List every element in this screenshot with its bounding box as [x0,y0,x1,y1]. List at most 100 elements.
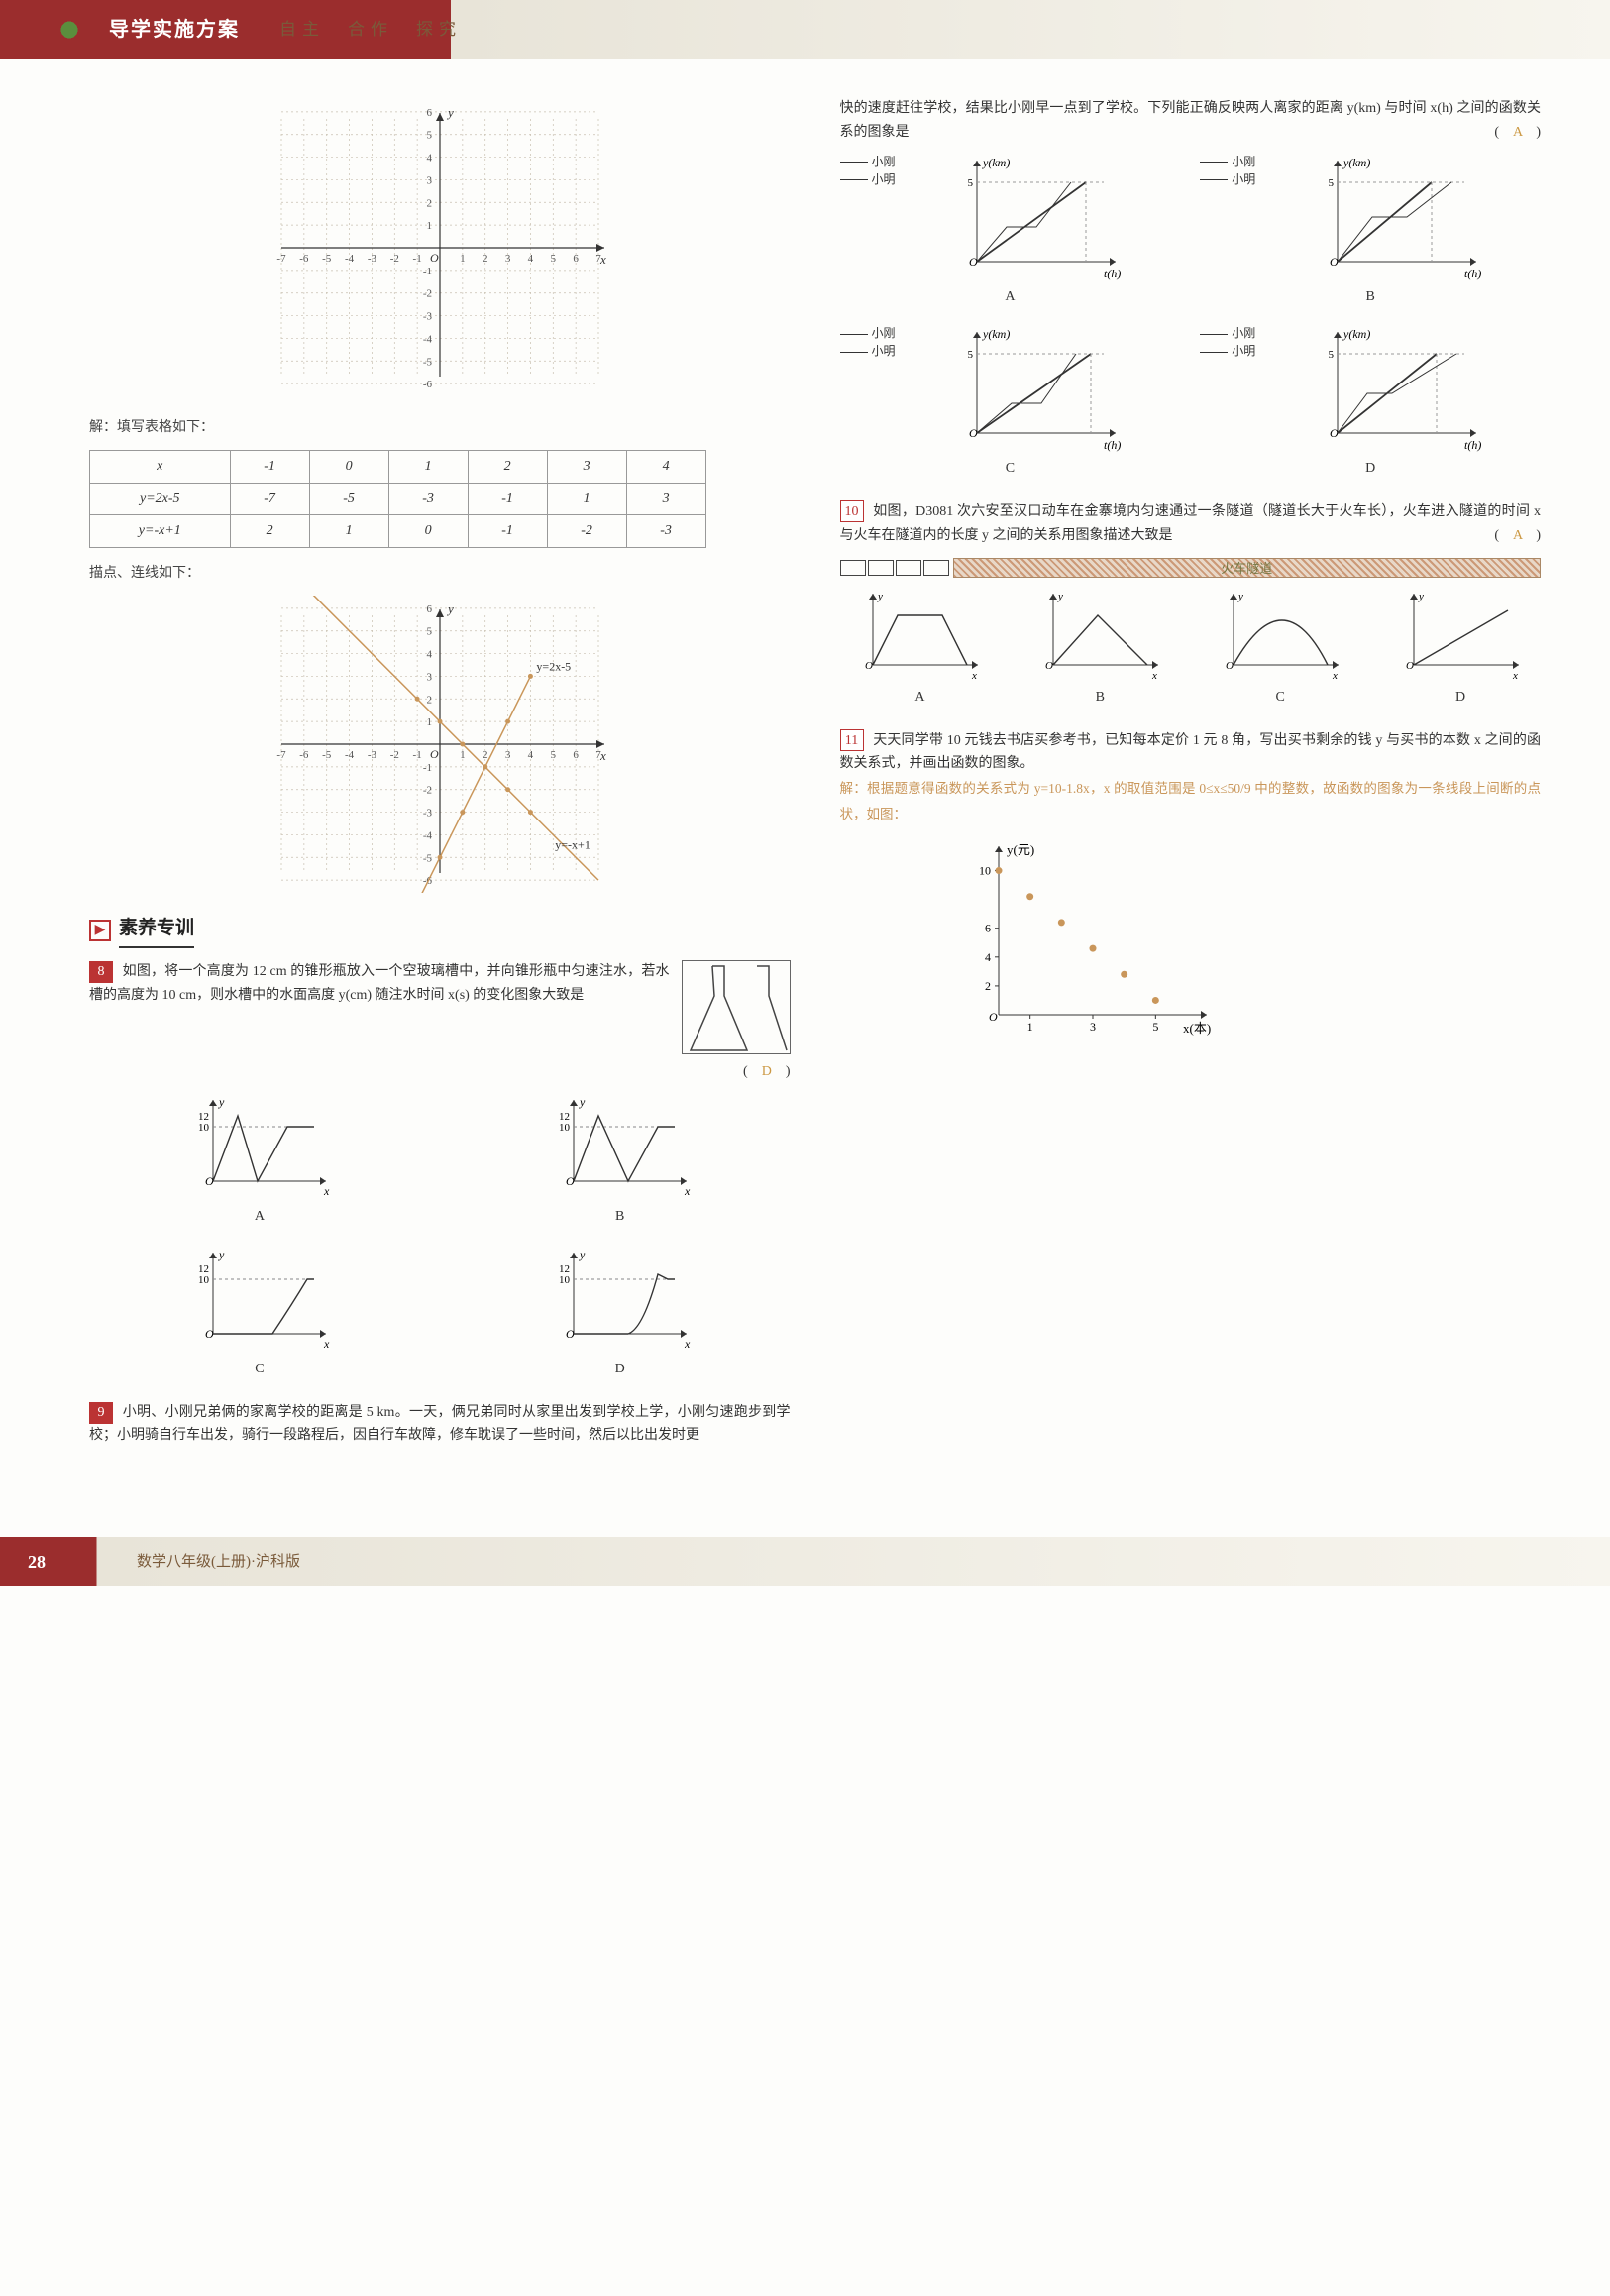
svg-text:-4: -4 [423,829,433,841]
svg-text:5: 5 [968,349,974,361]
problem-text: 11 天天同学带 10 元钱去书店买参考书，已知每本定价 1 元 8 角，写出买… [840,729,1542,777]
svg-text:x: x [684,1337,691,1351]
coordinate-grid-lines: -7-6-5-4-3-2-11234567-7-6-5-4-3-2-112345… [262,596,618,893]
problem-number: 10 [840,500,864,522]
svg-text:O: O [1330,426,1339,440]
svg-text:O: O [969,255,978,269]
svg-text:O: O [430,747,439,761]
svg-text:O: O [969,426,978,440]
table-cell: -7 [230,483,309,515]
legend-ming: 小明 [1232,344,1255,358]
option-label: D [1200,457,1541,481]
option-D: Oxy1012 D [450,1245,791,1381]
option-label: B [1020,686,1180,710]
table-row: y=2x-5 -7 -5 -3 -1 1 3 [90,483,706,515]
problem-8: 8 如图，将一个高度为 12 cm 的锥形瓶放入一个空玻璃槽中，并向锥形瓶中匀速… [89,960,791,1380]
section-title: 素养专训 [119,913,194,948]
table-cell: y=2x-5 [90,483,231,515]
table-header-row: x -1 0 1 2 3 4 [90,450,706,483]
table-cell: 1 [547,483,626,515]
problem-body: 如图，将一个高度为 12 cm 的锥形瓶放入一个空玻璃槽中，并向锥形瓶中匀速注水… [89,964,670,1003]
q8-options-row2: Oxy1012 C Oxy1012 D [89,1245,791,1381]
svg-text:5: 5 [550,749,556,761]
option-B: Oxy B [1020,588,1180,710]
svg-text:y=2x-5: y=2x-5 [536,659,571,673]
page-header: 导学实施方案 自主 合作 探究 [0,0,1610,59]
legend: 小刚 小明 [1200,324,1255,360]
svg-text:O: O [1330,255,1339,269]
problem-body: 天天同学带 10 元钱去书店买参考书，已知每本定价 1 元 8 角，写出买书剩余… [840,733,1542,772]
svg-text:-4: -4 [345,253,355,265]
q11-scatter-chart: Ox(本)y(元)13524610 [959,836,1217,1044]
q9-options-row2: 小刚 小明 Ot(h)y(km)5 C 小刚 小明 Ot(h)y(km)5 [840,324,1542,481]
table-cell: -1 [468,515,547,548]
table-cell: -2 [547,515,626,548]
svg-text:2: 2 [483,749,488,761]
table-cell: 3 [547,450,626,483]
problem-body-partB: 快的速度赶往学校，结果比小刚早一点到了学校。下列能正确反映两人离家的距离 y(k… [840,97,1542,145]
svg-text:O: O [205,1327,214,1341]
svg-text:y: y [1057,591,1063,602]
svg-text:x(本): x(本) [1183,1021,1211,1036]
svg-text:x: x [599,252,606,267]
svg-text:O: O [865,660,873,672]
answer-letter: A [1513,125,1522,140]
svg-text:-5: -5 [322,749,332,761]
svg-text:12: 12 [559,1111,570,1123]
svg-text:x: x [599,748,606,763]
q9-options-row1: 小刚 小明 Ot(h)y(km)5 A 小刚 小明 Ot(h)y(km)5 [840,153,1542,309]
svg-text:y=-x+1: y=-x+1 [555,837,590,851]
option-label: A [840,686,1001,710]
svg-text:-5: -5 [423,356,433,368]
problem-number: 9 [89,1402,113,1424]
svg-text:4: 4 [527,749,533,761]
svg-text:t(h): t(h) [1464,267,1481,280]
tunnel-bar: 火车隧道 [953,558,1542,578]
function-table: x -1 0 1 2 3 4 y=2x-5 -7 -5 -3 -1 1 3 y=… [89,450,706,548]
svg-text:-1: -1 [412,253,421,265]
header-title: 导学实施方案 [109,13,240,47]
svg-text:12: 12 [198,1111,209,1123]
legend-ming: 小明 [1232,172,1255,186]
svg-text:O: O [566,1174,575,1188]
table-cell: 2 [468,450,547,483]
table-cell: -5 [309,483,388,515]
svg-text:O: O [566,1327,575,1341]
svg-text:2: 2 [985,979,991,993]
caption-plot: 描点、连线如下： [89,562,791,586]
svg-text:-2: -2 [389,749,398,761]
legend-gang: 小刚 [872,155,896,168]
option-A: Oxy1012 A [89,1092,430,1229]
caption-fill-table: 解：填写表格如下： [89,416,791,440]
svg-text:2: 2 [483,253,488,265]
svg-text:y: y [446,601,454,616]
train-icon [840,560,949,576]
legend: 小刚 小明 [840,153,896,188]
table-cell: 1 [309,515,388,548]
q8-options-row1: Oxy1012 A Oxy1012 B [89,1092,791,1229]
svg-text:x: x [1332,670,1338,682]
svg-text:6: 6 [985,922,991,935]
svg-text:10: 10 [979,864,991,878]
svg-text:x: x [971,670,977,682]
svg-text:y: y [1418,591,1424,602]
svg-text:O: O [989,1010,998,1024]
svg-text:O: O [205,1174,214,1188]
svg-text:-7: -7 [276,749,286,761]
svg-text:10: 10 [198,1122,210,1134]
svg-text:x: x [323,1337,330,1351]
option-label: B [450,1205,791,1229]
option-A: 小刚 小明 Ot(h)y(km)5 A [840,153,1181,309]
table-cell: -1 [230,450,309,483]
svg-text:6: 6 [573,253,579,265]
svg-text:-7: -7 [276,253,286,265]
svg-text:-2: -2 [389,253,398,265]
svg-text:-6: -6 [423,379,433,390]
svg-text:y(km): y(km) [1342,327,1370,341]
page-footer: 28 数学八年级(上册)·沪科版 [0,1537,1610,1586]
svg-text:3: 3 [1090,1020,1096,1034]
svg-text:y(元): y(元) [1007,842,1034,857]
svg-text:-5: -5 [423,852,433,864]
svg-text:12: 12 [198,1263,209,1275]
svg-text:3: 3 [505,749,511,761]
